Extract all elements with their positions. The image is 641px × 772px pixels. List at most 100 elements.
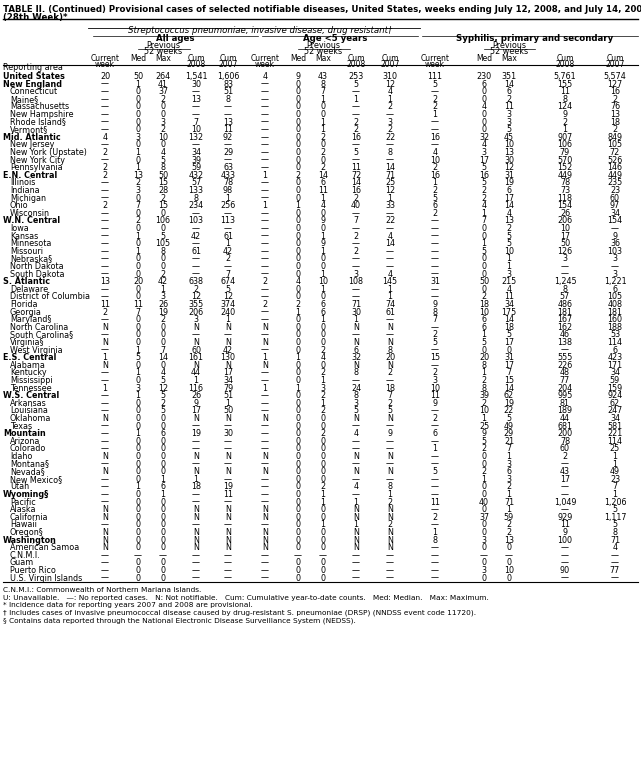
Text: 1: 1 bbox=[135, 80, 140, 89]
Text: 8: 8 bbox=[388, 482, 392, 492]
Text: 3: 3 bbox=[320, 384, 326, 393]
Text: 0: 0 bbox=[160, 467, 165, 476]
Text: —: — bbox=[261, 186, 269, 195]
Text: —: — bbox=[101, 117, 109, 127]
Text: —: — bbox=[431, 125, 439, 134]
Text: 0: 0 bbox=[135, 536, 140, 544]
Text: —: — bbox=[192, 103, 200, 111]
Text: —: — bbox=[561, 543, 569, 552]
Text: 5: 5 bbox=[481, 437, 487, 445]
Text: N: N bbox=[102, 505, 108, 514]
Text: 0: 0 bbox=[296, 141, 301, 150]
Text: 4: 4 bbox=[388, 87, 392, 96]
Text: 118: 118 bbox=[558, 194, 572, 202]
Text: 1: 1 bbox=[194, 475, 199, 484]
Text: —: — bbox=[224, 103, 232, 111]
Text: 63: 63 bbox=[223, 163, 233, 172]
Text: 1: 1 bbox=[433, 528, 438, 537]
Text: 2: 2 bbox=[506, 224, 512, 233]
Text: 3: 3 bbox=[194, 315, 199, 324]
Text: 2: 2 bbox=[320, 429, 326, 438]
Text: 37: 37 bbox=[158, 87, 168, 96]
Text: 3: 3 bbox=[506, 459, 512, 469]
Text: —: — bbox=[352, 376, 360, 385]
Text: 189: 189 bbox=[558, 406, 572, 415]
Text: N: N bbox=[193, 338, 199, 347]
Text: —: — bbox=[261, 224, 269, 233]
Text: 175: 175 bbox=[501, 307, 517, 317]
Text: 1,606: 1,606 bbox=[217, 72, 239, 81]
Text: 0: 0 bbox=[481, 574, 487, 583]
Text: 0: 0 bbox=[135, 262, 140, 271]
Text: Nebraska§: Nebraska§ bbox=[10, 255, 52, 263]
Text: —: — bbox=[192, 87, 200, 96]
Text: 6: 6 bbox=[320, 307, 326, 317]
Text: —: — bbox=[192, 110, 200, 119]
Text: 1: 1 bbox=[320, 376, 326, 385]
Text: 2: 2 bbox=[320, 163, 326, 172]
Text: W.N. Central: W.N. Central bbox=[3, 216, 60, 225]
Text: 0: 0 bbox=[296, 178, 301, 188]
Text: 43: 43 bbox=[560, 467, 570, 476]
Text: 3: 3 bbox=[353, 399, 358, 408]
Text: 1: 1 bbox=[226, 194, 231, 202]
Text: 14: 14 bbox=[318, 171, 328, 180]
Text: —: — bbox=[101, 125, 109, 134]
Text: 0: 0 bbox=[506, 346, 512, 354]
Text: 3: 3 bbox=[481, 566, 487, 575]
Text: 79: 79 bbox=[223, 384, 233, 393]
Text: —: — bbox=[352, 459, 360, 469]
Text: Max: Max bbox=[155, 54, 171, 63]
Text: 0: 0 bbox=[296, 566, 301, 575]
Text: —: — bbox=[261, 255, 269, 263]
Text: 0: 0 bbox=[320, 566, 326, 575]
Text: 0: 0 bbox=[320, 528, 326, 537]
Text: 0: 0 bbox=[135, 558, 140, 567]
Text: —: — bbox=[101, 566, 109, 575]
Text: —: — bbox=[101, 437, 109, 445]
Text: 50: 50 bbox=[560, 239, 570, 249]
Text: 154: 154 bbox=[608, 216, 622, 225]
Text: 0: 0 bbox=[320, 262, 326, 271]
Text: —: — bbox=[386, 445, 394, 453]
Text: —: — bbox=[261, 148, 269, 157]
Text: 0: 0 bbox=[320, 338, 326, 347]
Text: Max: Max bbox=[501, 54, 517, 63]
Text: Connecticut: Connecticut bbox=[10, 87, 58, 96]
Text: —: — bbox=[224, 110, 232, 119]
Text: 9: 9 bbox=[433, 300, 438, 309]
Text: 6: 6 bbox=[613, 346, 617, 354]
Text: N: N bbox=[387, 467, 393, 476]
Text: —: — bbox=[101, 239, 109, 249]
Text: 0: 0 bbox=[160, 422, 165, 431]
Text: 0: 0 bbox=[296, 475, 301, 484]
Text: —: — bbox=[261, 459, 269, 469]
Text: 3: 3 bbox=[481, 148, 487, 157]
Text: —: — bbox=[561, 346, 569, 354]
Text: —: — bbox=[101, 391, 109, 400]
Text: 2007: 2007 bbox=[605, 60, 625, 69]
Text: 18: 18 bbox=[610, 117, 620, 127]
Text: 33: 33 bbox=[385, 201, 395, 210]
Text: 59: 59 bbox=[191, 163, 201, 172]
Text: 20: 20 bbox=[100, 72, 110, 81]
Text: 71: 71 bbox=[351, 300, 361, 309]
Text: —: — bbox=[101, 178, 109, 188]
Text: 1,049: 1,049 bbox=[554, 498, 576, 506]
Text: North Dakota: North Dakota bbox=[10, 262, 63, 271]
Text: Pacific: Pacific bbox=[10, 498, 36, 506]
Text: 0: 0 bbox=[160, 513, 165, 522]
Text: Mississippi: Mississippi bbox=[10, 376, 53, 385]
Text: California: California bbox=[10, 513, 49, 522]
Text: 0: 0 bbox=[160, 208, 165, 218]
Text: 2: 2 bbox=[562, 452, 567, 461]
Text: 0: 0 bbox=[296, 376, 301, 385]
Text: 4: 4 bbox=[481, 103, 487, 111]
Text: N: N bbox=[193, 361, 199, 370]
Text: —: — bbox=[261, 141, 269, 150]
Text: 7: 7 bbox=[135, 307, 140, 317]
Text: 0: 0 bbox=[320, 513, 326, 522]
Text: 5: 5 bbox=[433, 194, 438, 202]
Text: 0: 0 bbox=[135, 239, 140, 249]
Text: 0: 0 bbox=[135, 475, 140, 484]
